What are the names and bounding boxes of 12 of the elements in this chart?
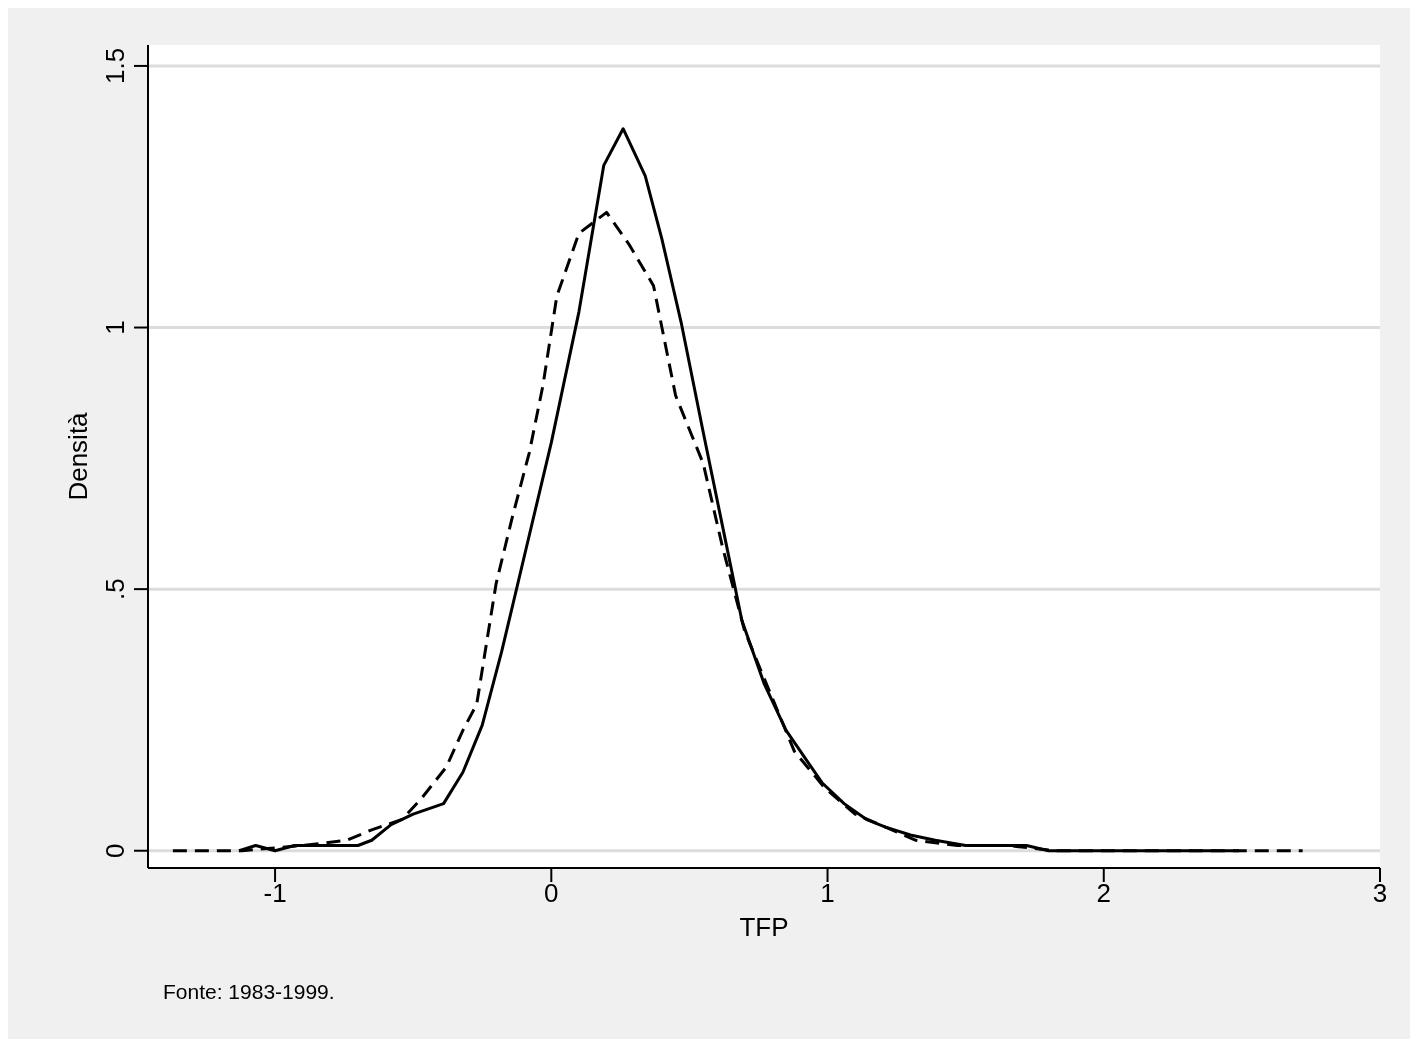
x-axis-title: TFP [739,912,789,942]
y-tick-label: 0 [100,843,130,858]
x-tick-label: 0 [544,878,559,909]
x-tick-label: 3 [1372,878,1388,909]
x-tick-label: 2 [1096,878,1111,909]
y-axis-title: Densità [63,411,94,501]
y-tick-label: .5 [100,578,130,600]
y-tick-label: 1.5 [100,47,130,85]
y-tick-label: 1 [100,320,130,335]
source-note: Fonte: 1983-1999. [163,980,335,1004]
x-tick-label: -1 [263,878,287,909]
x-tick-label: 1 [820,878,835,909]
